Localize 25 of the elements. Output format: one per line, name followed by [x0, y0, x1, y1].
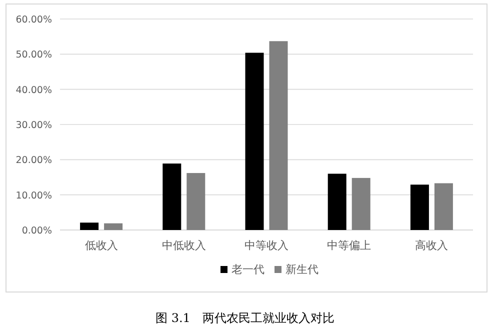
y-tick-label: 50.00% [16, 50, 52, 61]
x-tick-label: 中等偏上 [327, 239, 372, 252]
x-tick-label: 低收入 [84, 239, 118, 252]
bar [162, 164, 182, 230]
y-tick-label: 30.00% [16, 120, 52, 131]
x-tick-label: 高收入 [415, 239, 448, 252]
legend-label: 新生代 [286, 263, 318, 276]
x-tick-label: 中等收入 [244, 239, 288, 252]
y-tick-label: 60.00% [16, 14, 52, 26]
bar [80, 222, 99, 230]
y-tick-label: 10.00% [16, 190, 52, 202]
bar [186, 173, 206, 230]
bar [434, 183, 453, 230]
x-tick-label: 中低收入 [162, 239, 206, 252]
bar [410, 184, 429, 230]
caption: 图 3.1 两代农民工就业收入对比 [156, 311, 334, 325]
bar [269, 41, 288, 230]
y-tick-label: 40.00% [16, 84, 52, 96]
bar [104, 223, 123, 230]
y-tick-label: 0.00% [22, 226, 52, 236]
legend-label: 老一代 [232, 263, 264, 276]
y-tick-label: 20.00% [16, 155, 52, 166]
bar [328, 174, 346, 230]
bar [352, 178, 370, 230]
bar [245, 52, 264, 230]
